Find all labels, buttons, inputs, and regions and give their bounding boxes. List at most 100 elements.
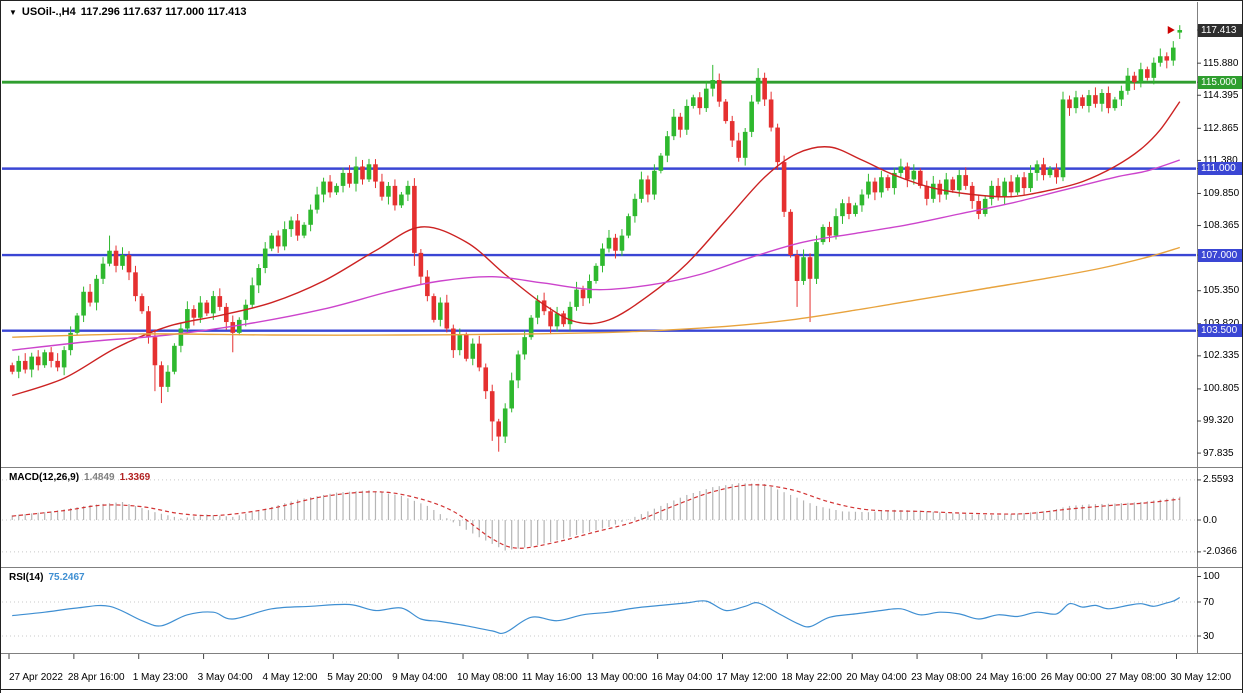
- candle-body: [275, 235, 281, 247]
- candle-body: [1112, 99, 1118, 109]
- candle: [334, 183, 339, 195]
- candle: [68, 326, 73, 356]
- price-axis-label: 100.805: [1203, 383, 1240, 395]
- candle-body: [353, 166, 359, 184]
- candle-body: [1047, 168, 1053, 176]
- time-axis-label: 10 May 08:00: [457, 672, 518, 683]
- candle-body: [768, 99, 774, 128]
- symbol-dropdown-icon[interactable]: ▼: [9, 7, 17, 17]
- candle-body: [690, 97, 696, 106]
- candle-body: [87, 291, 93, 303]
- candle: [496, 418, 502, 452]
- candle: [502, 403, 508, 444]
- price-axis-label: 114.395: [1203, 89, 1239, 101]
- candle-body: [1125, 75, 1131, 91]
- candle-body: [671, 116, 677, 137]
- candle-body: [1132, 75, 1137, 83]
- candle: [399, 191, 404, 208]
- candle: [1041, 157, 1046, 181]
- time-axis-label: 5 May 20:00: [327, 672, 383, 683]
- candle: [1177, 25, 1183, 39]
- candle: [483, 363, 489, 399]
- price-axis[interactable]: 117.413 115.880 115.000 114.395 112.865 111.3…: [1198, 1, 1242, 654]
- candle: [626, 213, 631, 239]
- candle-body: [120, 255, 125, 266]
- candle: [515, 350, 521, 389]
- candle-body: [1099, 92, 1105, 104]
- candle: [853, 202, 858, 217]
- candle-body: [574, 289, 579, 307]
- candle: [554, 306, 560, 332]
- time-axis-label: 26 May 00:00: [1040, 672, 1102, 683]
- candle: [35, 350, 41, 371]
- candle-body: [399, 194, 404, 206]
- candle-body: [982, 198, 988, 214]
- candle: [243, 299, 249, 327]
- candle: [1086, 89, 1092, 113]
- candle: [198, 296, 203, 323]
- candle: [1047, 166, 1053, 178]
- candle: [1067, 95, 1072, 116]
- time-axis-label: 4 May 12:00: [262, 672, 318, 683]
- candle-body: [22, 360, 28, 370]
- candle-body: [872, 181, 878, 193]
- candle-body: [697, 97, 703, 109]
- candle: [736, 132, 741, 162]
- candle: [976, 194, 981, 220]
- candle: [963, 167, 969, 190]
- candle: [269, 233, 274, 252]
- candle-body: [580, 289, 586, 299]
- time-axis[interactable]: 27 Apr 2022 28 Apr 16:00 1 May 23:00 3 May …: [1, 670, 1242, 687]
- candle-body: [814, 242, 819, 279]
- candle: [937, 179, 943, 203]
- candle-body: [1041, 164, 1046, 176]
- candle-body: [1138, 69, 1144, 83]
- macd-signal-line: [12, 484, 1180, 549]
- candle: [288, 216, 294, 237]
- candle: [22, 353, 28, 374]
- candle-body: [457, 334, 463, 351]
- price-axis-label: 99.320: [1203, 415, 1234, 427]
- macd-plot: [2, 479, 1196, 553]
- candle-body: [775, 127, 780, 163]
- candle-body: [412, 185, 417, 253]
- candles: [9, 25, 1183, 452]
- candle-body: [16, 360, 22, 372]
- candle: [1164, 52, 1170, 69]
- candle-body: [392, 185, 398, 206]
- candle: [619, 229, 625, 256]
- candle: [1080, 94, 1085, 109]
- candle-body: [1002, 181, 1007, 197]
- macd-axis-label: 2.5593: [1203, 474, 1234, 486]
- time-axis-label: 23 May 08:00: [911, 672, 972, 683]
- candle: [236, 317, 242, 336]
- time-axis-label: 13 May 00:00: [586, 672, 648, 683]
- candle: [859, 189, 865, 212]
- time-axis-label: 20 May 04:00: [846, 672, 907, 683]
- candle: [606, 229, 612, 253]
- rsi-line: [12, 596, 1181, 635]
- candle: [593, 263, 599, 284]
- candle: [509, 372, 514, 413]
- candle-body: [742, 131, 748, 158]
- axis-ticks: [8, 29, 1201, 659]
- candle-body: [418, 252, 424, 277]
- candle: [61, 346, 67, 376]
- time-axis-label: 11 May 16:00: [521, 672, 582, 683]
- candle: [146, 306, 151, 344]
- candle: [600, 243, 605, 273]
- candle-body: [470, 343, 476, 359]
- candle: [1151, 57, 1157, 85]
- candle-body: [658, 155, 664, 171]
- candle: [827, 221, 832, 243]
- candle-body: [489, 391, 495, 422]
- candle-body: [405, 185, 411, 195]
- candle-body: [840, 203, 845, 217]
- current-price-arrow-icon: [1167, 26, 1175, 35]
- candle-body: [561, 313, 566, 325]
- candle-body: [684, 105, 690, 130]
- candle-body: [133, 272, 138, 297]
- candle: [1034, 160, 1040, 181]
- candle: [172, 343, 177, 375]
